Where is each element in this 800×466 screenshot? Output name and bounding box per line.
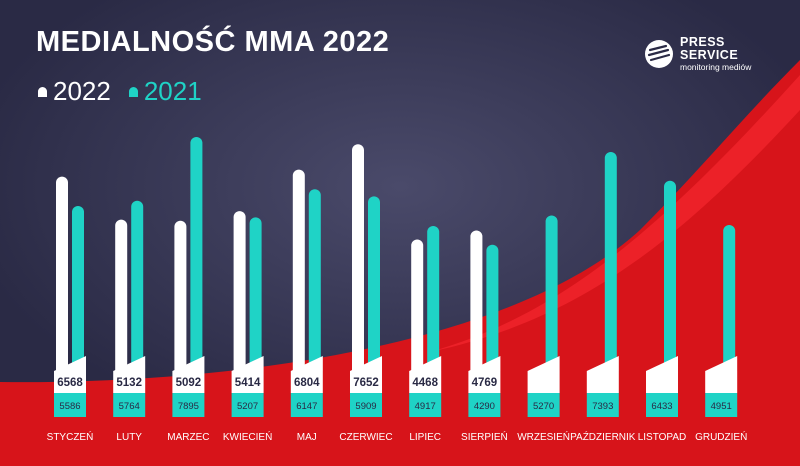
label-box-2022-kwiecien [231,356,264,393]
bar-2021-maj [308,189,321,373]
data-label-2021-pazdziernik: 7393 [592,401,613,412]
label-box-2021-luty [113,393,146,417]
data-label-2021-czerwiec: 5909 [355,401,376,412]
category-label-luty: LUTY [116,432,142,443]
bar-2021-styczen [72,206,84,373]
label-box-2021-marzec [172,393,205,417]
data-label-2021-sierpien: 4290 [474,401,495,412]
bar-2022-sierpien [470,230,483,373]
bar-2021-luty [131,200,144,373]
category-label-kwiecien: KWIECIEŃ [223,430,272,443]
data-label-2021-kwiecien: 5207 [237,401,258,412]
category-label-wrzesien: WRZESIEŃ [517,430,570,443]
bar-2022-styczen [56,176,68,373]
label-box-2021-czerwiec [350,393,382,417]
data-label-2021-marzec: 7895 [178,401,199,412]
data-label-2021-grudzien: 4951 [711,401,732,412]
label-box-2021-maj [290,393,323,417]
category-label-pazdziernik: PAŹDZIERNIK [570,430,636,443]
legend: 2022 2021 [38,76,202,107]
bar-2021-marzec [190,137,203,373]
data-label-2022-styczen: 6568 [57,377,83,389]
legend-swatch-2022 [38,86,47,97]
bar-2021-sierpien [486,244,499,373]
chart-title: MEDIALNOŚĆ MMA 2022 [36,26,390,58]
data-label-2021-luty: 5764 [119,401,140,412]
label-box-2021-grudzien [705,393,738,417]
bar-2021-grudzien [723,225,736,373]
data-label-2022-luty: 5132 [116,377,142,389]
label-box-2022-pazdziernik [586,356,619,393]
data-label-2021-listopad: 6433 [651,401,672,412]
legend-swatch-2021 [128,86,138,97]
category-label-styczen: STYCZEŃ [47,430,94,443]
bar-2021-lipiec [427,226,440,373]
label-box-2022-wrzesien [527,356,560,393]
press-service-logo: PRESS SERVICE monitoring mediów [644,36,751,72]
data-label-2022-marzec: 5092 [176,377,202,389]
data-label-2021-lipiec: 4917 [415,401,436,412]
data-label-2021-styczen: 5586 [59,401,80,412]
label-box-2022-marzec [172,356,205,393]
category-label-grudzien: GRUDZIEŃ [695,430,747,443]
category-label-marzec: MARZEC [167,432,209,443]
label-box-2021-listopad [646,393,678,417]
label-box-2021-wrzesien [527,393,560,417]
label-box-2022-sierpien [468,356,501,393]
data-label-2021-maj: 6147 [296,401,317,412]
category-label-listopad: LISTOPAD [638,432,687,443]
bar-2021-czerwiec [368,196,380,373]
data-label-2022-czerwiec: 7652 [353,377,379,389]
bar-2021-pazdziernik [604,152,617,373]
data-label-2022-sierpien: 4769 [472,377,498,389]
legend-label-2021: 2021 [143,76,202,106]
bar-2021-wrzesien [545,215,558,373]
label-box-2021-styczen [54,393,86,417]
bar-2022-maj [292,169,305,373]
category-label-czerwiec: CZERWIEC [339,432,392,443]
label-box-2022-styczen [54,356,86,393]
press-service-logo-icon [645,39,673,68]
bar-2021-listopad [664,180,676,373]
label-box-2021-lipiec [409,393,442,417]
legend-item-2022: 2022 [38,76,111,107]
logo-subtitle: monitoring mediów [680,62,752,72]
label-box-2022-luty [113,356,146,393]
label-box-2022-listopad [646,356,678,393]
bar-2022-lipiec [411,239,424,373]
label-box-2022-lipiec [409,356,442,393]
data-label-2021-wrzesien: 5270 [533,401,554,412]
category-label-sierpien: SIERPIEŃ [461,430,508,443]
logo-line-service: SERVICE [680,47,739,62]
label-box-2022-czerwiec [350,356,382,393]
bar-2022-kwiecien [233,211,246,373]
label-box-2021-sierpien [468,393,501,417]
legend-label-2022: 2022 [53,76,111,106]
bar-2022-luty [115,219,128,373]
label-box-2022-grudzien [705,356,738,393]
category-label-lipiec: LIPIEC [409,432,441,443]
bar-2021-kwiecien [249,217,262,373]
legend-item-2021: 2021 [128,76,202,107]
logo-line-press: PRESS [680,35,725,49]
label-box-2021-pazdziernik [586,393,619,417]
data-label-2022-maj: 6804 [294,377,320,389]
data-label-2022-lipiec: 4468 [412,377,438,389]
category-label-maj: MAJ [297,432,317,443]
data-label-2022-kwiecien: 5414 [235,377,261,389]
label-box-2021-kwiecien [231,393,264,417]
label-box-2022-maj [290,356,323,393]
bar-2022-marzec [174,220,187,373]
bar-2022-czerwiec [352,144,364,373]
red-wave [0,60,800,466]
